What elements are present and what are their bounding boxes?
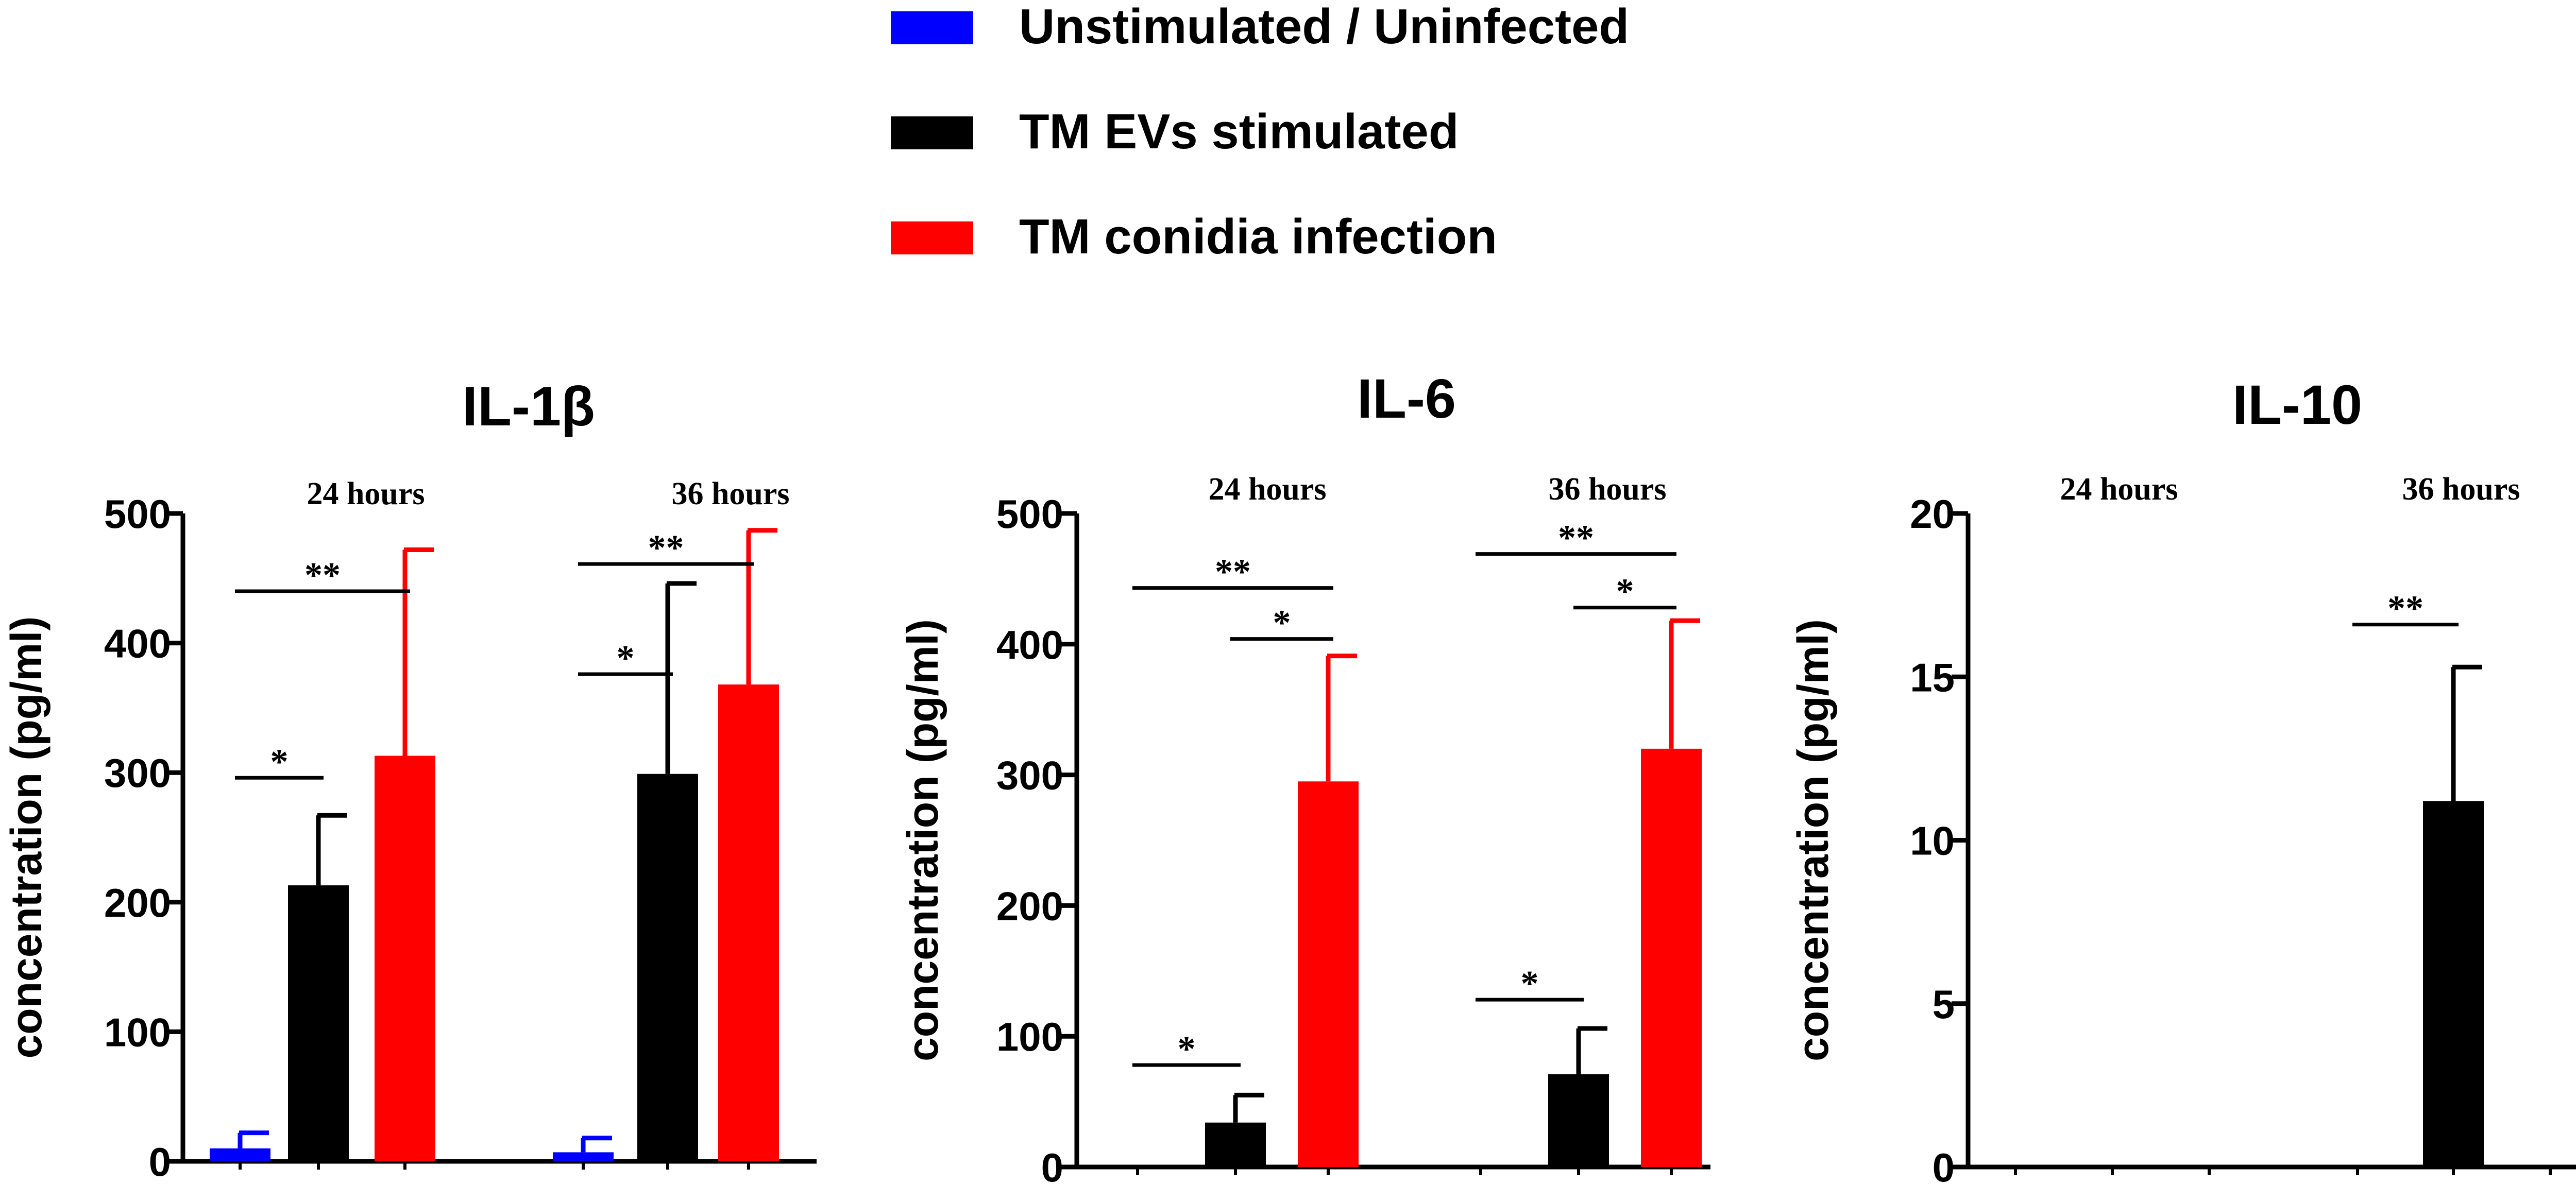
y-tick-label-200: 200 (104, 880, 171, 925)
y-axis-label: concentration (pg/ml) (1789, 619, 1837, 1061)
chart-title: IL-6 (1357, 367, 1456, 430)
chart-title: IL-10 (2232, 373, 2362, 436)
y-tick-label-400: 400 (104, 621, 171, 666)
significance-marker-5: * (1616, 572, 1634, 612)
legend-label-2: TM EVs stimulated (1019, 104, 1459, 159)
group-label-1: 24 hours (2060, 472, 2178, 507)
significance-marker-1: * (1178, 1029, 1196, 1069)
y-tick-label-500: 500 (104, 491, 171, 537)
legend: Unstimulated / Uninfected TM EVs stimulat… (891, 0, 1629, 264)
y-tick-label-0: 0 (1041, 1145, 1063, 1184)
y-tick-label-400: 400 (996, 622, 1063, 667)
y-tick-label-15: 15 (1910, 655, 1955, 700)
significance-marker-2: * (1273, 604, 1291, 643)
bar-2-2 (1548, 1074, 1609, 1167)
bar-3-2 (718, 684, 779, 1161)
y-tick-label-500: 500 (996, 491, 1063, 537)
bar-2-2 (637, 774, 698, 1161)
chart-panel-2: IL-6 concentration (pg/ml) 0 100 200 300 400 50… (899, 367, 1710, 1184)
group-label-1: 24 hours (1208, 472, 1326, 507)
y-tick-label-0: 0 (149, 1139, 171, 1184)
bar-2-1 (288, 885, 349, 1161)
y-tick-label-100: 100 (996, 1014, 1063, 1059)
significance-marker-4: ** (648, 528, 684, 568)
legend-label-3: TM conidia infection (1019, 209, 1497, 264)
significance-marker-4: * (1521, 964, 1539, 1004)
chart-panel-3: IL-10 concentration (pg/ml) 0 5 10 15 20 24 hou… (1789, 373, 2576, 1184)
significance-marker-6: ** (1558, 519, 1594, 558)
group-label-2: 36 hours (1548, 472, 1666, 507)
bar-1-2 (553, 1152, 614, 1161)
legend-swatch-3 (891, 221, 973, 254)
legend-swatch-1 (891, 11, 973, 44)
significance-marker-3: ** (1215, 553, 1251, 592)
bar-3-1 (375, 756, 435, 1161)
y-tick-label-300: 300 (104, 750, 171, 796)
chart-title: IL-1β (462, 375, 595, 437)
significance-marker-3: * (617, 639, 635, 678)
y-tick-label-300: 300 (996, 753, 1063, 798)
bar-3-1 (1298, 781, 1359, 1167)
chart-panel-1: IL-1β concentration (pg/ml) 0 100 200 300 400 5… (2, 375, 817, 1184)
significance-marker-1: * (270, 742, 289, 782)
y-tick-label-10: 10 (1910, 818, 1955, 864)
significance-marker-1: ** (2387, 589, 2424, 629)
bar-2-1 (1205, 1122, 1266, 1167)
group-label-2: 36 hours (2402, 472, 2520, 507)
group-label-1: 24 hours (307, 476, 425, 511)
y-tick-label-20: 20 (1910, 491, 1955, 537)
y-axis-label: concentration (pg/ml) (2, 616, 50, 1059)
y-tick-label-0: 0 (1933, 1145, 1955, 1184)
bar-1-1 (210, 1148, 270, 1161)
legend-label-1: Unstimulated / Uninfected (1019, 0, 1629, 54)
group-label-2: 36 hours (671, 476, 789, 511)
y-tick-label-5: 5 (1933, 982, 1955, 1027)
legend-swatch-2 (891, 116, 973, 149)
bar-3-2 (1641, 748, 1702, 1167)
y-tick-label-200: 200 (996, 883, 1063, 929)
y-tick-label-100: 100 (104, 1009, 171, 1055)
significance-marker-2: ** (304, 556, 341, 595)
bar-2-2 (2423, 801, 2484, 1167)
y-axis-label: concentration (pg/ml) (899, 619, 947, 1061)
